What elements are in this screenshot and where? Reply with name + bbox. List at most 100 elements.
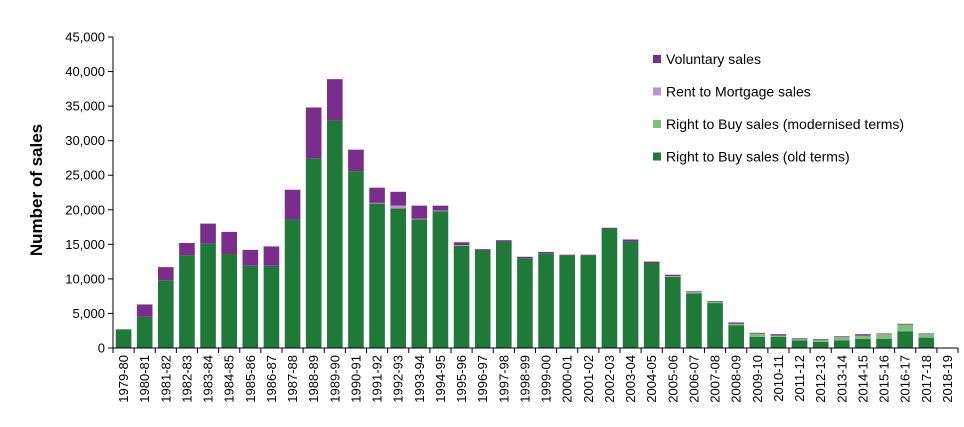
bar-1985-86-series-0	[242, 265, 259, 348]
bar-1999-00-series-0	[538, 253, 554, 348]
x-tick-label: 1980-81	[137, 355, 152, 403]
bar-2015-16-series-3	[876, 333, 892, 335]
bar-2007-08-series-0	[707, 303, 723, 348]
bar-1997-98-series-3	[496, 240, 512, 242]
bar-2011-12-series-3	[791, 338, 808, 340]
bar-1986-87-series-0	[263, 265, 280, 348]
x-tick-label: 1981-82	[158, 355, 173, 403]
bar-2002-03-series-0	[601, 228, 618, 348]
bar-2004-05-series-0	[643, 262, 660, 348]
bar-2006-07-series-3	[686, 291, 702, 293]
bar-1982-83-series-0	[179, 255, 195, 348]
bar-2008-09-series-3	[728, 322, 744, 324]
bar-1987-88-series-3	[284, 189, 301, 220]
bar-1994-95-series-0	[432, 211, 449, 348]
bar-2007-08-series-3	[707, 301, 723, 302]
bar-1998-99-series-0	[517, 258, 533, 348]
bar-2005-06-series-0	[665, 276, 681, 348]
axes-group: 0 5,000 10,000 15,000 20,000 25,000 30,000 35,0…	[65, 30, 959, 403]
legend-label: Right to Buy sales (old terms)	[666, 149, 850, 165]
bar-2006-07-series-1	[686, 292, 702, 294]
bar-1994-95-series-2	[432, 210, 449, 212]
bars-group	[115, 79, 935, 349]
y-tick-label: 5,000	[72, 306, 105, 321]
x-tick-label: 1993-94	[412, 355, 427, 403]
x-tick-label: 2007-08	[708, 355, 723, 403]
bar-1999-00-series-3	[538, 251, 554, 254]
x-tick-label: 2016-17	[898, 355, 913, 403]
legend-swatch	[653, 152, 661, 161]
x-tick-label: 1985-86	[243, 355, 258, 403]
bar-2016-17-series-1	[897, 324, 913, 332]
bar-2009-10-series-3	[749, 332, 766, 334]
legend-label: Rent to Mortgage sales	[666, 84, 811, 100]
x-tick-label: 1988-89	[306, 355, 321, 403]
bar-1993-94-series-0	[411, 219, 428, 348]
x-tick-label: 2004-05	[644, 355, 659, 403]
x-tick-label: 2002-03	[602, 355, 617, 403]
bar-1983-84-series-3	[200, 223, 216, 244]
bar-1983-84-series-0	[200, 243, 216, 348]
bar-2000-01-series-3	[559, 254, 575, 256]
bar-2015-16-series-0	[876, 339, 892, 348]
y-tick-label: 15,000	[65, 237, 105, 252]
bar-2009-10-series-1	[749, 333, 766, 337]
y-tick-label: 0	[98, 341, 105, 356]
bar-2003-04-series-3	[622, 239, 639, 242]
y-tick-label: 20,000	[65, 202, 105, 217]
bar-2008-09-series-1	[728, 323, 744, 326]
x-tick-label: 1991-92	[370, 355, 385, 403]
bar-2004-05-series-3	[643, 261, 660, 263]
bar-2016-17-series-3	[897, 323, 913, 325]
bar-2013-14-series-1	[834, 336, 850, 341]
bar-1989-90-series-0	[327, 120, 343, 349]
x-tick-label: 1994-95	[433, 355, 448, 403]
bar-1988-89-series-0	[305, 158, 322, 348]
bar-1992-93-series-0	[390, 208, 406, 348]
bar-1995-96-series-0	[453, 245, 470, 348]
bar-1997-98-series-0	[496, 241, 512, 348]
bar-2005-06-series-3	[665, 274, 681, 277]
bar-2010-11-series-0	[770, 336, 787, 348]
x-tick-label: 2009-10	[750, 355, 765, 403]
bar-1981-82-series-0	[158, 280, 174, 348]
legend-label: Right to Buy sales (modernised terms)	[666, 116, 904, 132]
y-tick-label: 45,000	[65, 30, 105, 45]
x-tick-label: 2012-13	[813, 355, 828, 403]
y-tick-label: 30,000	[65, 133, 105, 148]
bar-2002-03-series-3	[601, 227, 618, 229]
bar-1986-87-series-3	[263, 246, 280, 266]
bar-1990-91-series-0	[348, 171, 364, 348]
bar-2008-09-series-0	[728, 325, 744, 348]
bar-1993-94-series-3	[411, 205, 428, 219]
x-tick-label: 2011-12	[792, 355, 807, 402]
bar-1993-94-series-2	[411, 218, 428, 220]
x-tick-label: 2000-01	[560, 355, 575, 403]
x-tick-label: 2013-14	[834, 355, 849, 403]
bar-2014-15-series-3	[855, 334, 871, 336]
y-tick-label: 40,000	[65, 64, 105, 79]
x-tick-label: 1979-80	[116, 355, 131, 403]
bar-1979-80-series-0	[115, 329, 132, 348]
bar-1995-96-series-3	[453, 242, 470, 246]
bar-1996-97-series-0	[474, 250, 491, 348]
y-tick-label: 25,000	[65, 168, 105, 183]
bar-1984-85-series-0	[221, 254, 237, 348]
bar-2013-14-series-3	[834, 336, 850, 337]
bar-2016-17-series-0	[897, 331, 913, 348]
x-tick-label: 2003-04	[623, 355, 638, 403]
x-tick-label: 2014-15	[855, 355, 870, 403]
bar-1980-81-series-0	[136, 316, 153, 348]
bar-2000-01-series-0	[559, 255, 575, 348]
bar-2009-10-series-0	[749, 336, 766, 348]
bar-2014-15-series-0	[855, 339, 871, 348]
x-tick-label: 1996-97	[475, 355, 490, 403]
bar-1988-89-series-3	[305, 107, 322, 159]
x-tick-label: 1982-83	[179, 355, 194, 403]
bar-1995-96-series-2	[453, 245, 470, 246]
x-tick-label: 1999-00	[539, 355, 554, 403]
bar-2017-18-series-3	[918, 333, 935, 335]
y-axis-title: Number of sales	[27, 124, 46, 256]
bar-2001-02-series-0	[580, 255, 597, 348]
